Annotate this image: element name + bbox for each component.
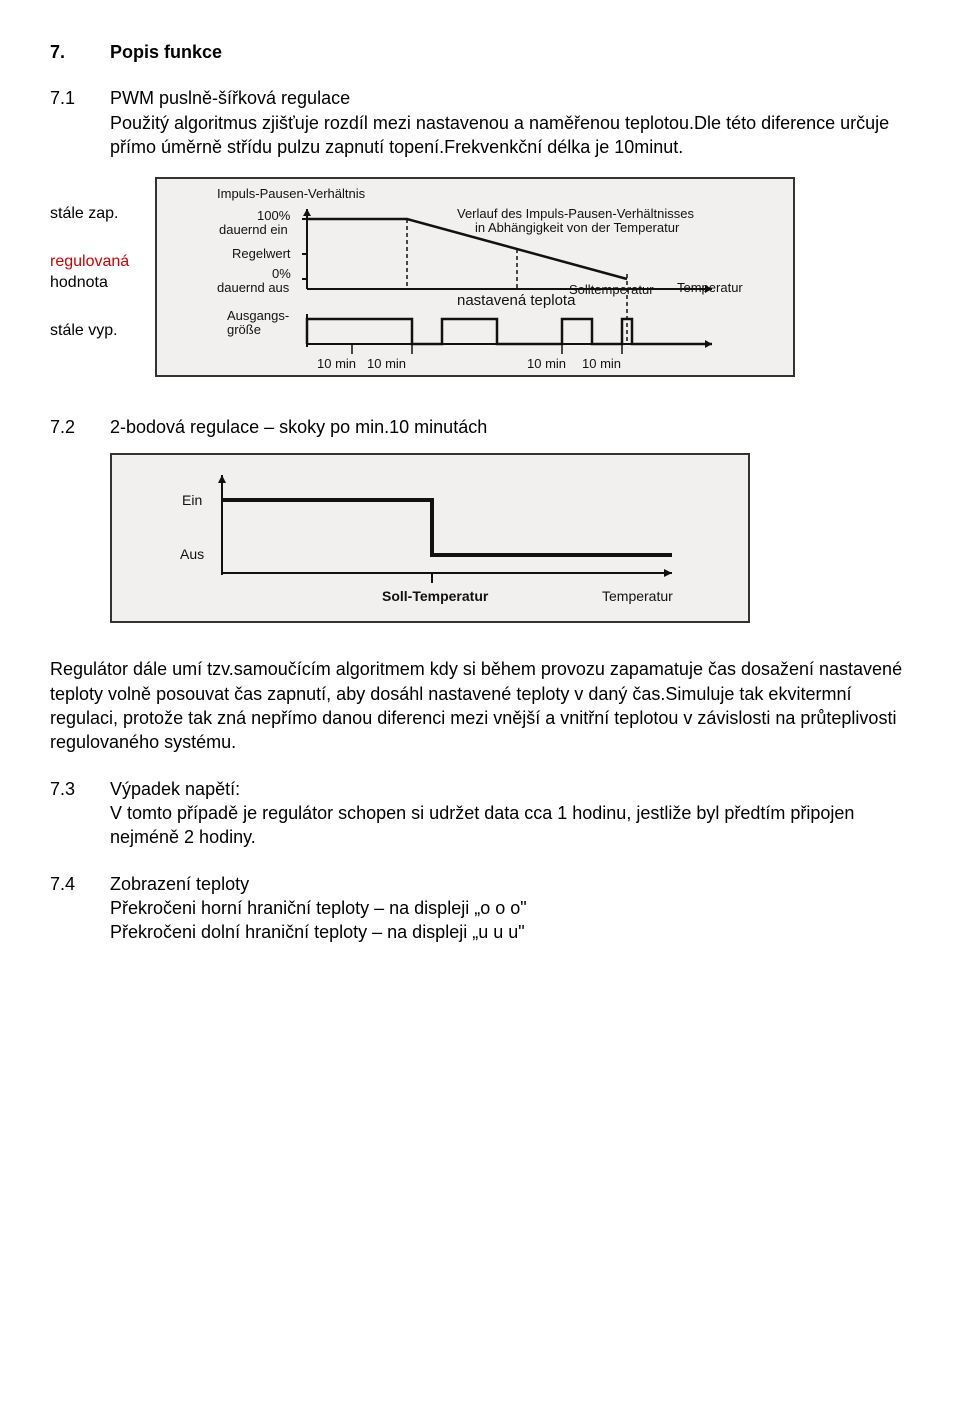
heading-7-title: Popis funkce bbox=[110, 40, 910, 64]
section-7-2: 7.2 2-bodová regulace – skoky po min.10 … bbox=[50, 415, 910, 439]
section-7-1: 7.1 PWM puslně-šířková regulace Použitý … bbox=[50, 86, 910, 159]
section-7-3-num: 7.3 bbox=[50, 777, 110, 850]
section-7-1-num: 7.1 bbox=[50, 86, 110, 159]
section-7-3-title: Výpadek napětí: bbox=[110, 777, 910, 801]
lbl-temperatur: Temperatur bbox=[677, 279, 743, 297]
section-7-4-line1: Překročeni horní hraniční teploty – na d… bbox=[110, 896, 910, 920]
heading-7-num: 7. bbox=[50, 40, 110, 64]
regulator-paragraph: Regulátor dále umí tzv.samoučícím algori… bbox=[50, 657, 910, 754]
section-7-1-title: PWM puslně-šířková regulace bbox=[110, 86, 910, 110]
lbl-ein: Ein bbox=[182, 491, 202, 510]
chart-pwm-canvas: Impuls-Pausen-Verhältnis 100% dauernd ei… bbox=[155, 177, 795, 377]
lbl-nastavena: nastavená teplota bbox=[457, 291, 575, 311]
section-7-3: 7.3 Výpadek napětí: V tomto případě je r… bbox=[50, 777, 910, 850]
section-7-4: 7.4 Zobrazení teploty Překročeni horní h… bbox=[50, 872, 910, 945]
section-7-4-title: Zobrazení teploty bbox=[110, 872, 910, 896]
chart-pwm: stále zap. regulovaná hodnota stále vyp. bbox=[50, 177, 910, 377]
lbl-dauernd-ein: dauernd ein bbox=[219, 221, 288, 239]
section-7-2-num: 7.2 bbox=[50, 415, 110, 439]
lbl-ausgangs2: größe bbox=[227, 321, 261, 339]
lbl-temperatur2: Temperatur bbox=[602, 587, 673, 606]
lbl-dauernd-aus: dauernd aus bbox=[217, 279, 289, 297]
lbl-impuls-pausen: Impuls-Pausen-Verhältnis bbox=[217, 185, 365, 203]
lbl-regulovana: regulovaná bbox=[50, 251, 155, 273]
section-7-3-text: V tomto případě je regulátor schopen si … bbox=[110, 801, 910, 850]
lbl-regelwert: Regelwert bbox=[232, 245, 291, 263]
lbl-10min-4: 10 min bbox=[582, 355, 621, 373]
section-7-1-text: Použitý algoritmus zjišťuje rozdíl mezi … bbox=[110, 111, 910, 160]
lbl-verlauf2: in Abhängigkeit von der Temperatur bbox=[475, 219, 679, 237]
lbl-stale-zap: stále zap. bbox=[50, 203, 155, 225]
lbl-soll: Solltemperatur bbox=[569, 281, 654, 299]
lbl-soll-temp: Soll-Temperatur bbox=[382, 587, 488, 606]
section-7-4-line2: Překročeni dolní hraniční teploty – na d… bbox=[110, 920, 910, 944]
section-7-4-body: Zobrazení teploty Překročeni horní hrani… bbox=[110, 872, 910, 945]
lbl-aus: Aus bbox=[180, 545, 204, 564]
section-7-3-body: Výpadek napětí: V tomto případě je regul… bbox=[110, 777, 910, 850]
chart-2point: Ein Aus Soll-Temperatur Temperatur bbox=[110, 453, 750, 623]
lbl-10min-1: 10 min bbox=[317, 355, 356, 373]
chart-pwm-side-labels: stále zap. regulovaná hodnota stále vyp. bbox=[50, 177, 155, 341]
lbl-10min-2: 10 min bbox=[367, 355, 406, 373]
section-7-4-num: 7.4 bbox=[50, 872, 110, 945]
heading-7: 7. Popis funkce bbox=[50, 40, 910, 64]
section-7-2-title: 2-bodová regulace – skoky po min.10 minu… bbox=[110, 415, 910, 439]
lbl-stale-vyp: stále vyp. bbox=[50, 320, 155, 342]
lbl-hodnota: hodnota bbox=[50, 272, 155, 294]
lbl-10min-3: 10 min bbox=[527, 355, 566, 373]
section-7-1-body: PWM puslně-šířková regulace Použitý algo… bbox=[110, 86, 910, 159]
